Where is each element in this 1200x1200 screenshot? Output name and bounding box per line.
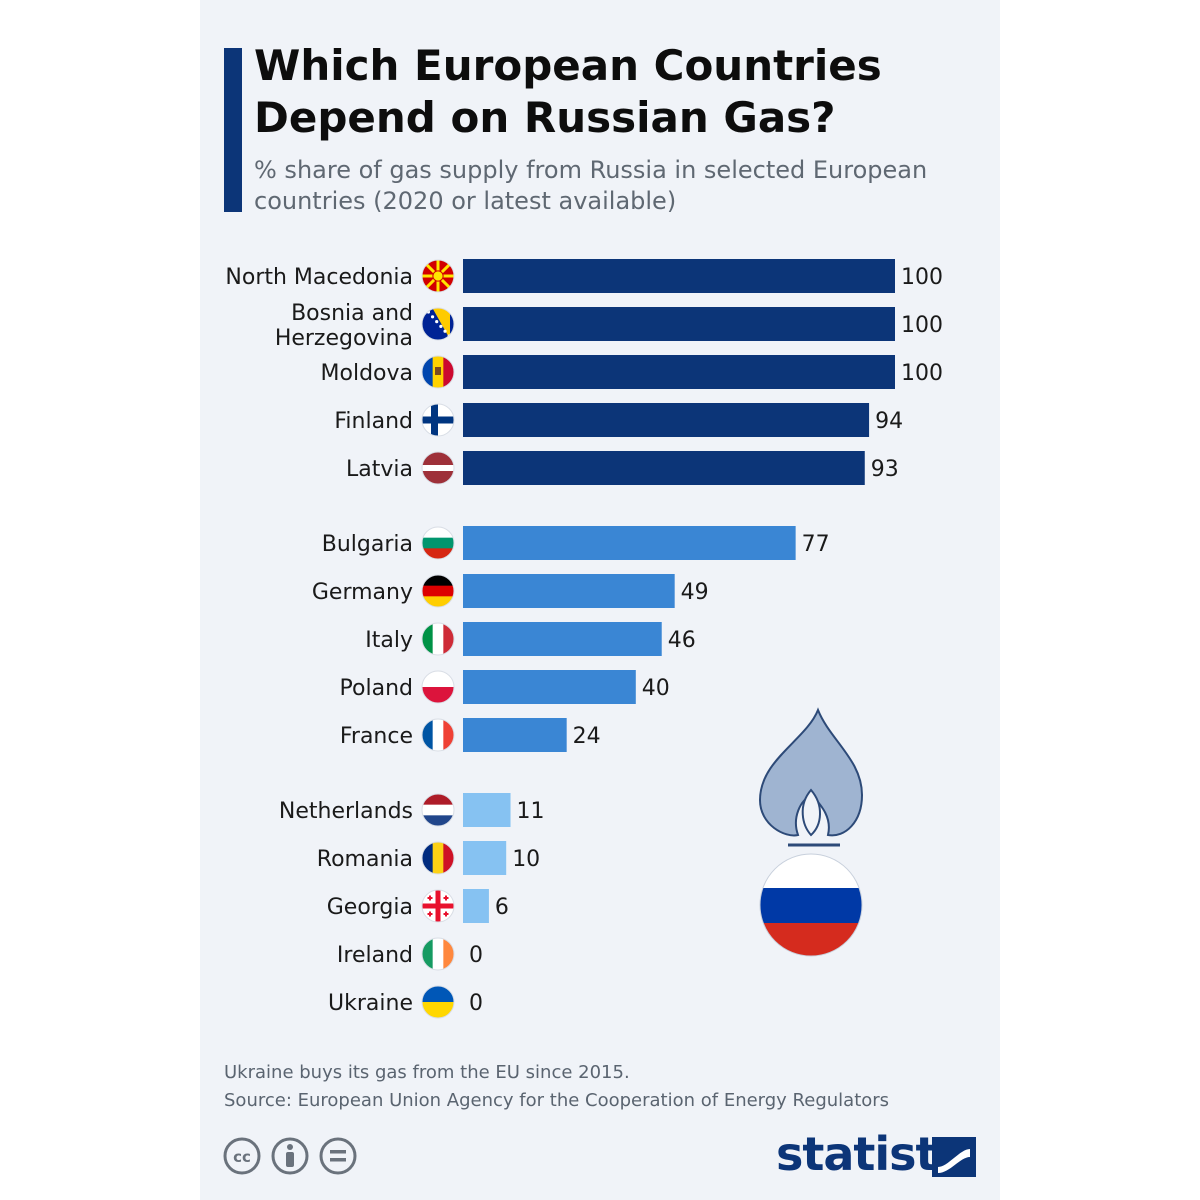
ukraine-flag-icon: [422, 986, 454, 1018]
bar-finland: [463, 403, 870, 437]
bar-netherlands: [463, 793, 511, 827]
source-note: Source: European Union Agency for the Co…: [224, 1090, 890, 1111]
ireland-flag-icon: [422, 938, 454, 970]
category-label-ukraine: Ukraine: [328, 991, 413, 1016]
poland-flag-icon: [422, 671, 454, 703]
bar-bulgaria: [463, 526, 796, 560]
bar-moldova: [463, 355, 895, 389]
italy-flag-icon: [422, 623, 454, 655]
value-label-bulgaria: 77: [802, 532, 830, 557]
value-label-bosnia-and-herzegovina: 100: [901, 313, 943, 338]
finland-flag-icon: [422, 404, 454, 436]
value-label-romania: 10: [512, 847, 540, 872]
bar-italy: [463, 622, 662, 656]
category-label-ireland: Ireland: [337, 943, 413, 968]
value-label-italy: 46: [668, 628, 696, 653]
value-label-moldova: 100: [901, 361, 943, 386]
value-label-netherlands: 11: [517, 799, 545, 824]
value-label-finland: 94: [875, 409, 903, 434]
bar-latvia: [463, 451, 865, 485]
category-label-italy: Italy: [365, 628, 413, 653]
statista-mark-icon: [932, 1137, 976, 1177]
category-label-romania: Romania: [317, 847, 413, 872]
bosnia-flag-icon: [422, 308, 454, 340]
bulgaria-flag-icon: [422, 527, 454, 559]
value-label-latvia: 93: [871, 457, 899, 482]
netherlands-flag-icon: [422, 794, 454, 826]
bar-france: [463, 718, 567, 752]
flags: [421, 259, 455, 1019]
bar-north-macedonia: [463, 259, 895, 293]
chart-subtitle: % share of gas supply from Russia in sel…: [254, 156, 928, 215]
cc-icon: cc: [223, 1137, 261, 1175]
bar-georgia: [463, 889, 489, 923]
category-label-moldova: Moldova: [321, 361, 413, 386]
chart-title: Which European Countries Depend on Russi…: [254, 41, 882, 142]
value-label-germany: 49: [681, 580, 709, 605]
category-label-netherlands: Netherlands: [279, 799, 413, 824]
germany-flag-icon: [422, 575, 454, 607]
svg-text:cc: cc: [233, 1148, 251, 1166]
romania-flag-icon: [422, 842, 454, 874]
bar-germany: [463, 574, 675, 608]
category-label-germany: Germany: [312, 580, 413, 605]
value-label-ukraine: 0: [469, 991, 483, 1016]
value-label-ireland: 0: [469, 943, 483, 968]
category-label-latvia: Latvia: [346, 457, 413, 482]
category-label-north-macedonia: North Macedonia: [225, 265, 413, 290]
category-label-france: France: [340, 724, 413, 749]
category-label-finland: Finland: [334, 409, 413, 434]
france-flag-icon: [422, 719, 454, 751]
category-labels: North Macedonia Bosnia and Herzegovina Mold…: [225, 265, 413, 1016]
moldova-flag-icon: [422, 356, 454, 388]
category-label-bosnia-and-herzegovina: Bosnia and Herzegovina: [275, 301, 413, 351]
bar-poland: [463, 670, 636, 704]
latvia-flag-icon: [422, 452, 454, 484]
bars: [463, 259, 895, 923]
bar-bosnia-and-herzegovina: [463, 307, 895, 341]
value-label-france: 24: [573, 724, 601, 749]
footnote: Ukraine buys its gas from the EU since 2…: [224, 1062, 630, 1083]
value-label-north-macedonia: 100: [901, 265, 943, 290]
category-label-bulgaria: Bulgaria: [322, 532, 413, 557]
georgia-flag-icon: [422, 890, 454, 922]
title-accent-bar: [224, 48, 242, 212]
category-label-poland: Poland: [340, 676, 413, 701]
attribution-icon: [271, 1137, 309, 1175]
value-label-georgia: 6: [495, 895, 509, 920]
gas-flame-with-russian-flag-icon: [758, 707, 864, 957]
no-derivatives-icon: [319, 1137, 357, 1175]
bar-romania: [463, 841, 507, 875]
category-label-georgia: Georgia: [327, 895, 413, 920]
value-label-poland: 40: [642, 676, 670, 701]
